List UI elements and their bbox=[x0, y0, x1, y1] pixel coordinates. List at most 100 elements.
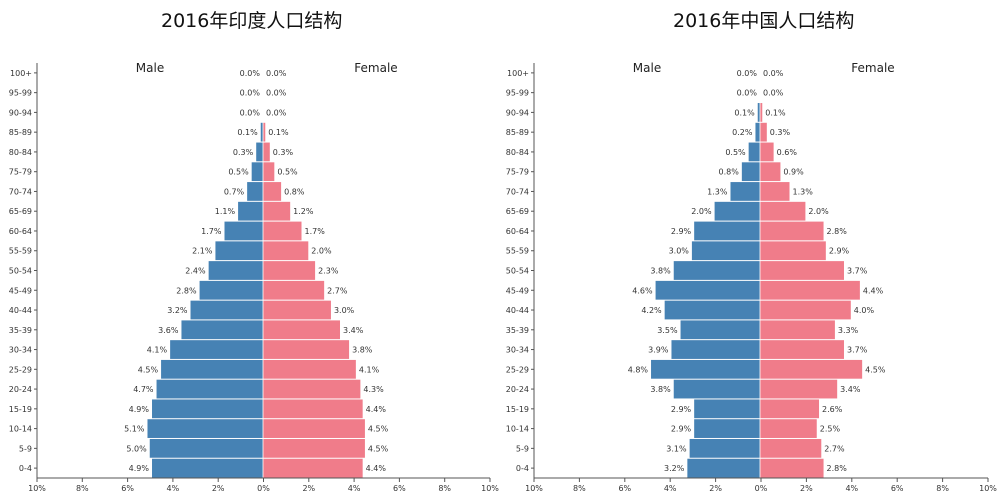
female-value-label: 2.7% bbox=[327, 286, 348, 295]
male-value-label: 0.1% bbox=[734, 108, 755, 117]
male-bar bbox=[247, 182, 263, 201]
x-tick-label: 8% bbox=[936, 484, 949, 493]
age-group-label: 85-89 bbox=[9, 128, 32, 137]
male-value-label: 2.9% bbox=[671, 227, 692, 236]
male-bar bbox=[730, 182, 760, 201]
male-value-label: 1.3% bbox=[707, 187, 728, 196]
male-value-label: 4.1% bbox=[147, 346, 168, 355]
female-value-label: 0.0% bbox=[266, 89, 287, 98]
male-bar bbox=[651, 359, 760, 379]
female-bar bbox=[760, 261, 844, 280]
female-bar bbox=[760, 201, 806, 221]
female-value-label: 4.5% bbox=[865, 365, 886, 374]
male-value-label: 3.5% bbox=[657, 326, 678, 335]
male-value-label: 1.7% bbox=[201, 227, 222, 236]
female-value-label: 2.9% bbox=[829, 247, 850, 256]
male-value-label: 0.0% bbox=[240, 108, 261, 117]
male-bar bbox=[199, 280, 263, 300]
x-tick-label: 8% bbox=[76, 484, 89, 493]
female-value-label: 2.5% bbox=[820, 425, 841, 434]
female-bar bbox=[263, 122, 266, 142]
male-bar bbox=[741, 162, 760, 182]
x-tick-label: 4% bbox=[664, 484, 677, 493]
male-value-label: 3.8% bbox=[650, 267, 671, 276]
male-bar bbox=[671, 340, 760, 359]
female-bar bbox=[263, 359, 356, 379]
female-bar bbox=[760, 438, 822, 458]
female-label: Female bbox=[851, 61, 894, 75]
male-value-label: 0.0% bbox=[737, 69, 758, 78]
male-value-label: 4.6% bbox=[632, 286, 653, 295]
age-group-label: 25-29 bbox=[506, 365, 529, 374]
female-value-label: 2.8% bbox=[827, 464, 848, 473]
age-group-label: 30-34 bbox=[9, 346, 32, 355]
female-value-label: 3.4% bbox=[840, 385, 861, 394]
female-value-label: 2.6% bbox=[822, 405, 843, 414]
age-group-label: 50-54 bbox=[506, 267, 529, 276]
female-value-label: 1.7% bbox=[305, 227, 326, 236]
x-tick-label: 10% bbox=[525, 484, 543, 493]
male-value-label: 4.2% bbox=[641, 306, 662, 315]
female-bar bbox=[263, 438, 365, 458]
female-value-label: 0.0% bbox=[763, 89, 784, 98]
age-group-label: 90-94 bbox=[9, 108, 32, 117]
female-value-label: 0.1% bbox=[765, 108, 786, 117]
female-value-label: 2.0% bbox=[808, 207, 829, 216]
age-group-label: 90-94 bbox=[506, 108, 529, 117]
female-bar bbox=[263, 142, 270, 162]
age-group-label: 85-89 bbox=[506, 128, 529, 137]
age-group-label: 80-84 bbox=[506, 148, 529, 157]
male-value-label: 1.1% bbox=[215, 207, 236, 216]
female-bar bbox=[263, 182, 282, 201]
female-bar bbox=[263, 320, 341, 340]
male-value-label: 0.0% bbox=[737, 89, 758, 98]
male-bar bbox=[152, 458, 263, 478]
male-bar bbox=[238, 201, 263, 221]
x-tick-label: 4% bbox=[348, 484, 361, 493]
female-bar bbox=[760, 340, 844, 359]
age-group-label: 20-24 bbox=[9, 385, 32, 394]
female-bar bbox=[263, 399, 363, 419]
female-bar bbox=[263, 162, 275, 182]
male-bar bbox=[152, 399, 263, 419]
age-group-label: 40-44 bbox=[9, 306, 32, 315]
female-bar bbox=[263, 300, 331, 320]
male-bar bbox=[260, 122, 263, 142]
age-group-label: 5-9 bbox=[19, 444, 32, 453]
male-bar bbox=[687, 458, 760, 478]
male-bar bbox=[691, 241, 760, 261]
age-group-label: 65-69 bbox=[9, 207, 32, 216]
male-value-label: 0.2% bbox=[732, 128, 753, 137]
male-bar bbox=[170, 340, 263, 359]
female-value-label: 1.2% bbox=[293, 207, 314, 216]
age-group-label: 0-4 bbox=[516, 464, 529, 473]
female-bar bbox=[263, 419, 365, 438]
male-bar bbox=[673, 379, 760, 399]
female-bar bbox=[760, 300, 851, 320]
female-value-label: 2.0% bbox=[311, 247, 332, 256]
female-value-label: 4.0% bbox=[854, 306, 875, 315]
male-value-label: 0.3% bbox=[233, 148, 254, 157]
x-tick-label: 0% bbox=[755, 484, 768, 493]
male-value-label: 0.0% bbox=[240, 69, 261, 78]
age-group-label: 70-74 bbox=[506, 187, 529, 196]
age-group-label: 10-14 bbox=[9, 425, 32, 434]
male-value-label: 3.1% bbox=[666, 444, 687, 453]
female-value-label: 0.5% bbox=[277, 168, 298, 177]
female-value-label: 0.0% bbox=[763, 69, 784, 78]
female-value-label: 0.0% bbox=[266, 69, 287, 78]
male-bar bbox=[181, 320, 263, 340]
x-tick-label: 6% bbox=[891, 484, 904, 493]
female-value-label: 2.8% bbox=[827, 227, 848, 236]
female-bar bbox=[760, 399, 820, 419]
age-group-label: 10-14 bbox=[506, 425, 529, 434]
age-group-label: 45-49 bbox=[506, 286, 529, 295]
female-bar bbox=[760, 280, 860, 300]
female-bar bbox=[263, 221, 302, 241]
age-group-label: 95-99 bbox=[506, 89, 529, 98]
female-label: Female bbox=[354, 61, 397, 75]
x-tick-label: 4% bbox=[167, 484, 180, 493]
female-bar bbox=[263, 241, 309, 261]
female-bar bbox=[263, 261, 316, 280]
